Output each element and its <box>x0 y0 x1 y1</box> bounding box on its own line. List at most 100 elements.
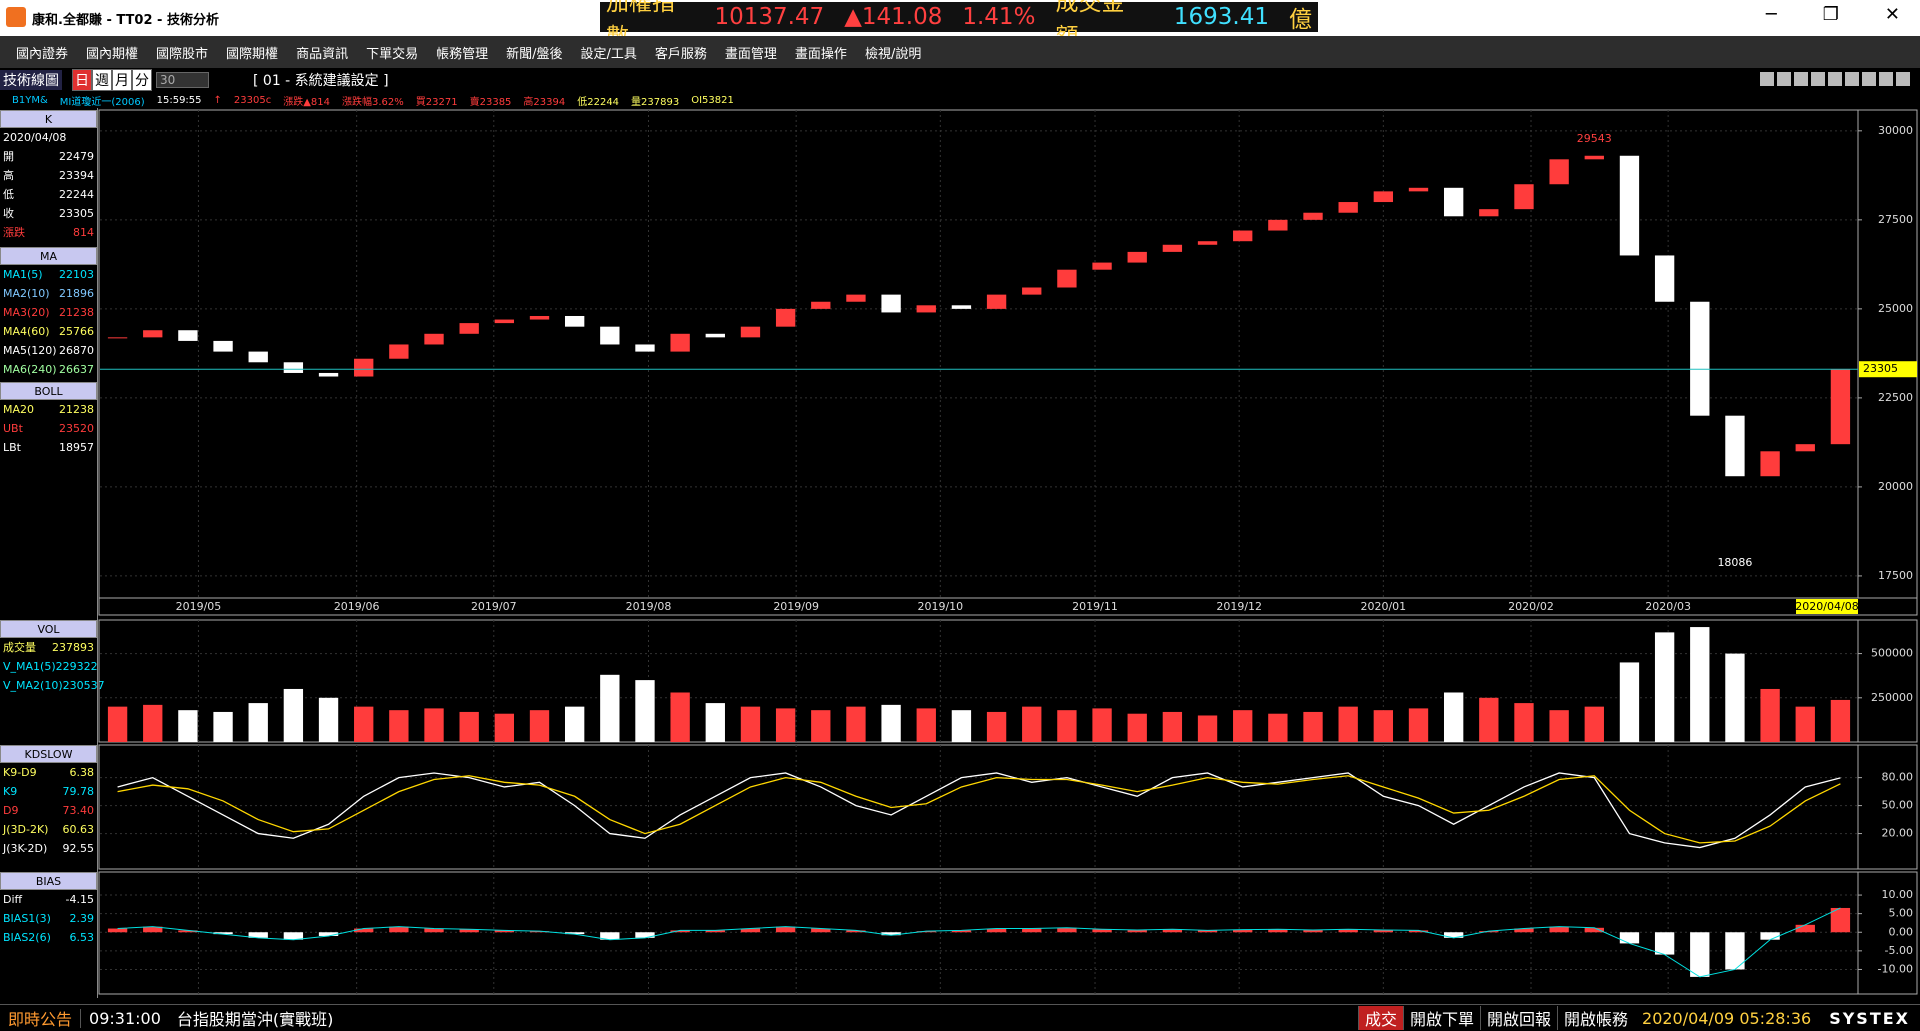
volume-bar <box>143 704 163 742</box>
period-button[interactable]: 分 <box>132 69 152 91</box>
info-row: Diff -4.15 <box>0 890 97 909</box>
menu-item[interactable]: 國內期權 <box>86 46 139 62</box>
volume-bar <box>1022 706 1042 742</box>
period-button[interactable]: 週 <box>92 69 112 91</box>
menu-item[interactable]: 新聞/盤後 <box>506 46 563 62</box>
tool-icons[interactable] <box>1760 72 1910 86</box>
clock: 2020/04/09 05:28:36 <box>1642 1008 1812 1028</box>
menu-item[interactable]: 國內證券 <box>16 46 69 62</box>
bias-bar <box>1479 931 1499 933</box>
bias-bar <box>1514 928 1534 933</box>
sidebar: K 2020/04/08 開 22479 高 23394 低 22244 收 23305 漲跌 814… <box>0 108 105 998</box>
volume-bar <box>424 708 444 742</box>
y-tick-label: 10.00 <box>1882 888 1914 901</box>
volume-bar <box>354 706 374 742</box>
info-row: 2020/04/08 <box>0 128 97 147</box>
menu-item[interactable]: 設定/工具 <box>580 46 637 62</box>
volume-bar <box>881 704 901 742</box>
close[interactable]: ✕ <box>1884 4 1900 25</box>
candle <box>1338 202 1358 213</box>
info-label: BIAS1(3) <box>3 912 51 925</box>
period-button[interactable]: 月 <box>112 69 132 91</box>
menu-item[interactable]: 商品資訊 <box>296 46 349 62</box>
bias-bar <box>635 932 655 938</box>
volume-bar <box>1162 711 1183 742</box>
candle <box>811 301 831 309</box>
last-price-label: 23305 <box>1863 362 1898 375</box>
candle <box>1057 269 1077 288</box>
quote-item: B1YM& <box>12 94 48 106</box>
panel-frame <box>98 619 1918 743</box>
ticker-change: ▲141.08 <box>844 4 943 30</box>
info-value: 21238 <box>59 306 94 319</box>
candle <box>705 333 725 338</box>
y-tick-label: 30000 <box>1878 124 1913 137</box>
bias-bar <box>986 928 1007 933</box>
bias-bar <box>1127 930 1147 933</box>
minutes[interactable]: 30 <box>156 72 209 88</box>
candle <box>389 344 409 359</box>
bias-bar <box>1725 932 1745 970</box>
candle <box>107 337 128 339</box>
volume-bar <box>283 688 304 742</box>
menu-item[interactable]: 畫面操作 <box>794 46 847 62</box>
ticker: 加權指數 10137.47 ▲141.08 1.41% 成交金額 1693.41… <box>600 0 1318 50</box>
info-row: MA3(20) 21238 <box>0 303 97 322</box>
info-label: MA20 <box>3 403 35 416</box>
info-row: 低 22244 <box>0 185 97 204</box>
status-button[interactable]: 開啟回報 <box>1479 1006 1557 1030</box>
sidebar-section: VOL 成交量 237893 V_MA1(5) 229322 V_MA2(10) 23053… <box>0 620 105 695</box>
menu-item[interactable]: 國際期權 <box>226 46 279 62</box>
quote-item: OI53821 <box>691 94 734 106</box>
template[interactable]: [ 01 - 系統建議設定 ] <box>253 73 389 89</box>
info-label: J(3K-2D) <box>3 842 48 855</box>
quote-item: 15:59:55 <box>156 94 202 106</box>
x-tick-label: 2020/03 <box>1645 600 1691 613</box>
menu-item[interactable]: 客戶服務 <box>654 46 707 62</box>
volume-bar <box>1443 692 1464 742</box>
notice[interactable]: 即時公告 <box>8 1010 73 1029</box>
info-value: 814 <box>73 226 94 239</box>
info-row: MA5(120) 26870 <box>0 341 97 360</box>
status-button[interactable]: 成交 <box>1357 1006 1403 1030</box>
minimize[interactable]: ─ <box>1765 4 1777 25</box>
sidebar-section: BOLL MA20 21238 UBt 23520 LBt 18957 <box>0 382 97 457</box>
info-label: BIAS2(6) <box>3 931 51 944</box>
period-button[interactable]: 日 <box>72 69 92 91</box>
menu-item[interactable]: 下單交易 <box>366 46 419 62</box>
info-row: UBt 23520 <box>0 419 97 438</box>
info-row: J(3K-2D) 92.55 <box>0 839 97 858</box>
maximize[interactable]: ❐ <box>1822 4 1839 25</box>
ticker-index: 10137.47 <box>714 4 825 30</box>
menu-item[interactable]: 畫面管理 <box>724 46 777 62</box>
candle <box>600 326 620 345</box>
candle <box>1092 262 1112 270</box>
menu-item[interactable]: 帳務管理 <box>436 46 489 62</box>
info-label: 收 <box>3 207 14 220</box>
menu-item[interactable]: 國際股市 <box>156 46 209 62</box>
candle <box>564 315 585 327</box>
bias-bar <box>881 932 901 936</box>
quote-item: 漲跌幅3.62% <box>342 96 404 108</box>
status-button[interactable]: 開啟帳務 <box>1557 1006 1634 1030</box>
volume-bar <box>1514 703 1534 742</box>
volume-bar <box>494 713 515 742</box>
y-tick-label: 22500 <box>1878 391 1913 404</box>
candle <box>1197 241 1218 245</box>
bias-bar <box>1549 926 1569 933</box>
date-axis <box>98 597 1918 616</box>
menu-item[interactable]: 檢視/說明 <box>864 46 922 62</box>
status-button[interactable]: 開啟下單 <box>1402 1006 1480 1030</box>
title-bar: 康和.全都賺 - TT02 - 技術分析 加權指數 10137.47 ▲141.… <box>0 0 1920 50</box>
bias-bar <box>1408 930 1429 933</box>
info-value: 23394 <box>59 169 94 182</box>
bias-line <box>117 907 1841 978</box>
info-label: K9 <box>3 785 18 798</box>
info-label: MA6(240) <box>3 363 57 376</box>
window-controls[interactable]: ─ ❐ ✕ <box>1766 4 1900 25</box>
y-tick-label: 80.00 <box>1882 771 1914 784</box>
volume-bar <box>459 711 479 742</box>
volume-bar <box>635 680 655 742</box>
x-tick-label: 2019/10 <box>917 600 963 613</box>
candle <box>1303 212 1323 220</box>
